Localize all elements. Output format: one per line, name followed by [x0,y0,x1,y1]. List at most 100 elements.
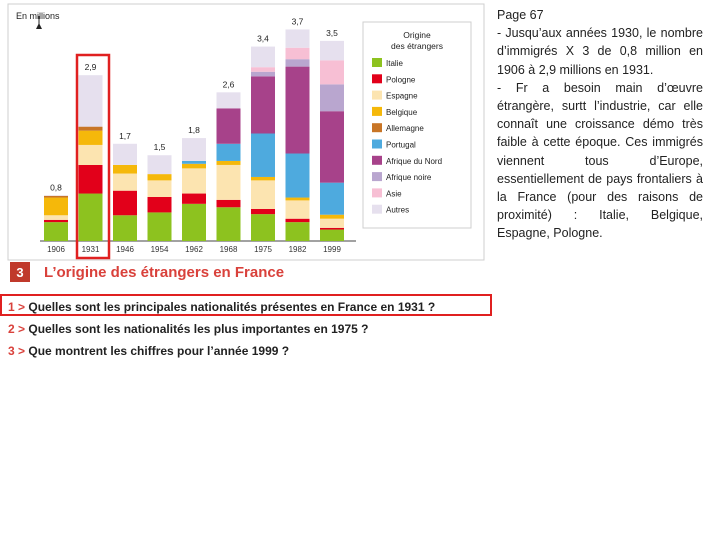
totals-group: 0,8 2,9 1,7 1,5 1,8 2,6 3,4 3,7 3,5 [50,16,338,192]
bar-segment-autres-1946 [113,143,137,165]
x-tick-label-1962: 1962 [185,245,203,254]
bar-segment-afrique-du-nord-1982 [285,66,310,154]
figure-caption: 3 L’origine des étrangers en France [10,262,284,282]
bars-group [40,29,356,242]
bar-segment-portugal-1968 [216,143,241,161]
bar-segment-espagne-1975 [251,180,275,209]
legend-title-line2: des étrangers [391,41,443,51]
bar-segment-italie-1982 [285,222,310,241]
y-axis-arrowhead [36,23,42,29]
legend-swatch-belgique [372,106,382,116]
x-tick-label-1968: 1968 [220,245,238,254]
bar-segment-belgique-1962 [182,163,206,169]
bar-segment-portugal-1999 [320,182,344,215]
figure-number: 3 [10,262,30,282]
total-label-1999: 3,5 [326,28,338,38]
bar-segment-belgique-1931 [78,130,103,145]
question-text: Que montrent les chiffres pour l’année 1… [28,344,290,358]
notes-paragraph-2: - Fr a besoin main d’œuvre étrangère, su… [497,80,703,241]
bar-segment-belgique-1999 [320,214,344,219]
bar-segment-autres-1999 [320,40,344,61]
bar-segment-allemagne-1906 [44,195,68,198]
legend-label-afrique-noire: Afrique noire [386,173,432,182]
legend-label-italie: Italie [386,59,403,68]
legend-swatch-allemagne [372,123,382,133]
bar-segment-belgique-1954 [147,174,172,181]
bar-segment-afrique-noire-1999 [320,84,344,112]
bar-segment-afrique-noire-1982 [285,59,310,67]
bar-segment-italie-1946 [113,215,137,241]
bar-segment-autres-1975 [251,46,275,68]
bar-segment-pologne-1962 [182,193,206,204]
bar-segment-belgique-1982 [285,197,310,201]
x-tick-label-1954: 1954 [151,245,169,254]
legend-label-espagne: Espagne [386,92,418,101]
question-number: 1 > [8,300,26,314]
figure-title: L’origine des étrangers en France [44,263,285,281]
total-label-1946: 1,7 [119,131,131,141]
total-label-1906: 0,8 [50,182,62,192]
legend-swatch-pologne [372,74,382,84]
bar-segment-pologne-1946 [113,190,137,216]
notes-heading: Page 67 [497,8,544,22]
bar-segment-autres-1982 [285,29,310,48]
bar-segment-italie-1962 [182,203,206,241]
bar-segment-pologne-1999 [320,227,344,230]
legend-swatch-afrique-du-nord [372,155,382,165]
legend-label-belgique: Belgique [386,108,418,117]
bar-segment-autres-1906 [44,195,68,196]
bar-segment-pologne-1906 [44,219,68,223]
bar-segment-asie-1982 [285,47,310,60]
legend-swatch-espagne [372,90,382,100]
legend-swatch-portugal [372,139,382,149]
notes-paragraph-1: - Jusqu’aux années 1930, le nombre d’imm… [497,26,703,77]
legend-label-allemagne: Allemagne [386,124,424,133]
bar-segment-espagne-1968 [216,164,241,200]
bar-segment-asie-1975 [251,67,275,72]
total-label-1968: 2,6 [223,79,235,89]
highlight-1931-box [75,53,111,260]
bar-segment-afrique-noire-1975 [251,71,275,77]
questions-list: 1 > Quelles sont les principales nationa… [8,296,435,362]
bar-segment-asie-1999 [320,60,344,85]
bar-segment-belgique-1946 [113,164,137,174]
legend-label-asie: Asie [386,189,402,198]
question-2: 2 > Quelles sont les nationalités les pl… [8,318,435,340]
total-label-1975: 3,4 [257,34,269,44]
stacked-bar-chart: En millions 1906 1931 1946 1954 1962 1968 1975… [7,3,485,261]
bar-segment-autres-1954 [147,155,172,175]
bar-segment-afrique-du-nord-1975 [251,76,275,134]
total-label-1931: 2,9 [85,62,97,72]
bar-segment-espagne-1962 [182,168,206,194]
x-tick-label-1982: 1982 [289,245,307,254]
bar-segment-pologne-1954 [147,196,172,213]
unit-label: En millions [16,11,60,21]
notes-panel: Page 67 - Jusqu’aux années 1930, le nomb… [497,6,703,243]
bar-segment-italie-1968 [216,207,241,241]
bar-segment-belgique-1968 [216,160,241,165]
question-number: 3 > [8,344,26,358]
x-tick-label-1999: 1999 [323,245,341,254]
bar-segment-afrique-du-nord-1968 [216,108,241,144]
x-tick-label-1975: 1975 [254,245,272,254]
bar-segment-italie-1954 [147,212,172,241]
bar-segment-espagne-1954 [147,180,172,197]
legend-swatch-afrique-noire [372,172,382,182]
bar-segment-portugal-1982 [285,153,310,198]
legend-swatch-italie [372,58,382,67]
bar-segment-belgique-1906 [44,197,68,216]
question-3: 3 > Que montrent les chiffres pour l’ann… [8,340,435,362]
x-ticks-group: 1906 1931 1946 1954 1962 1968 1975 1982 1999 [47,245,341,254]
question-text: Quelles sont les nationalités les plus i… [28,322,369,336]
bar-segment-autres-1968 [216,92,241,109]
question-1: 1 > Quelles sont les principales nationa… [8,296,435,318]
bar-segment-italie-1975 [251,214,275,241]
total-label-1954: 1,5 [154,142,166,152]
bar-segment-espagne-1982 [285,200,310,219]
total-label-1982: 3,7 [292,16,304,26]
bar-segment-espagne-1906 [44,215,68,220]
bar-segment-pologne-1975 [251,208,275,215]
legend-label-autres: Autres [386,206,409,215]
bar-segment-portugal-1975 [251,133,275,177]
question-text: Quelles sont les principales nationalité… [28,300,436,314]
